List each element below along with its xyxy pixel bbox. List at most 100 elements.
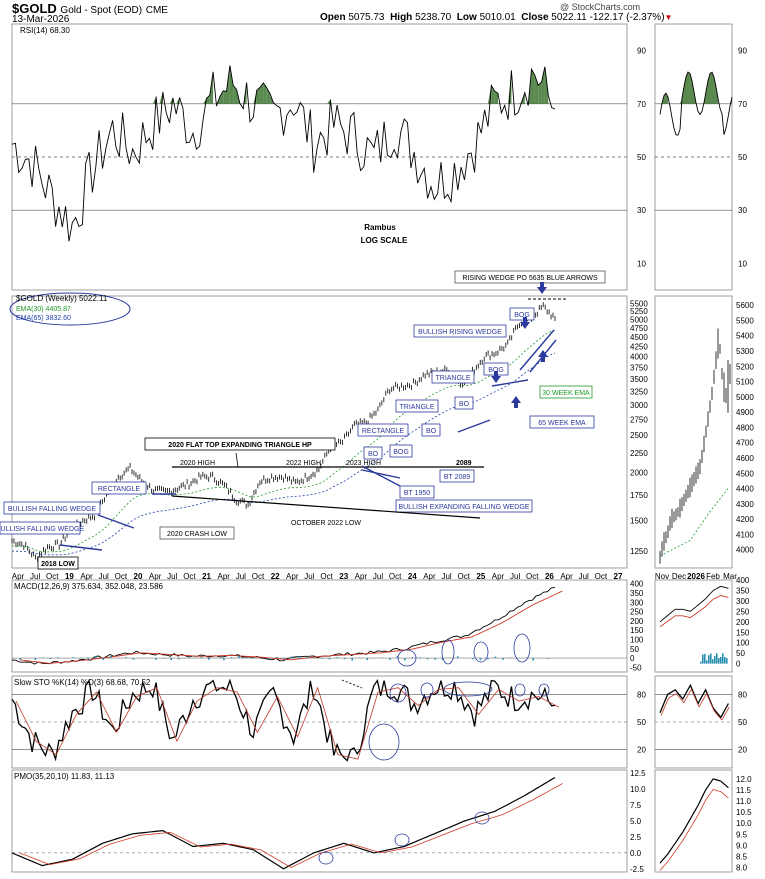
x-axis-label: 25	[476, 572, 485, 581]
x-axis-label: Jul	[30, 572, 40, 581]
annot-rising-wedge-po: RISING WEDGE PO 5635 BLUE ARROWS	[462, 275, 598, 282]
annot-october-2022-low: OCTOBER 2022 LOW	[291, 520, 361, 527]
x-axis-label: Jul	[236, 572, 246, 581]
sto-ellipse	[514, 683, 526, 697]
header-title: $GOLD Gold - Spot (EOD) CME	[12, 1, 168, 16]
annot-2018-low: 2018 LOW	[41, 561, 75, 568]
annot-bo-2-box	[421, 423, 441, 437]
pmo-title: PMO(35,20,10) 11.83, 11.13	[14, 772, 115, 781]
rsi-overbought-fill	[494, 91, 499, 104]
sto-title: Slow STO %K(14) %D(3) 68.68, 70.52	[14, 678, 151, 687]
x-axis-label: Apr	[217, 572, 230, 581]
annot-2023-high: 2023 HIGH	[346, 460, 381, 467]
macd-hist-bar	[57, 657, 59, 659]
annot-bullish-rising-wedge-box	[413, 324, 507, 338]
macd-cycle-ellipse	[473, 641, 489, 663]
annot-2020-flat-top-box	[144, 437, 336, 451]
price-daily-tick-label: 4300	[736, 500, 754, 509]
x-axis-label: 26	[545, 572, 554, 581]
macd-daily-hist-bar	[702, 654, 704, 664]
x-axis-label: Oct	[183, 572, 196, 581]
macd-hist-bar	[170, 658, 172, 661]
rsi-tick-label: 30	[637, 206, 646, 215]
blue-arrow-icon	[538, 350, 548, 357]
macd-daily-hist-bar	[718, 658, 720, 664]
high-value: 5238.70	[415, 12, 452, 23]
macd-hist-bar	[155, 658, 157, 660]
rsi-title: RSI(14) 68.30	[20, 26, 70, 35]
annot-bog-3-box	[389, 444, 413, 458]
pmo-tick-label: 2.5	[630, 833, 642, 842]
annot-65wk-ema-box	[529, 415, 595, 429]
macd-daily-hist-bar	[708, 655, 710, 664]
ohlc-readout: Open 5075.73 High 5238.70 Low 5010.01 Cl…	[320, 12, 672, 23]
x-axis-label: Jul	[579, 572, 589, 581]
price-tick-label: 4500	[630, 333, 648, 342]
x-axis-label: Jul	[441, 572, 451, 581]
pmo-tick-label: 10.0	[630, 785, 646, 794]
price-tick-label: 2250	[630, 449, 648, 458]
x-axis-label: Oct	[46, 572, 59, 581]
price-tick-label: 1500	[630, 517, 648, 526]
rsi-daily-fill	[714, 77, 716, 104]
sto-ellipse	[368, 723, 400, 761]
rsi-overbought-fill	[327, 99, 331, 104]
macd-daily-hist-bar	[726, 658, 728, 664]
pmo-ellipse	[474, 811, 490, 825]
x-axis-label: Oct	[320, 572, 333, 581]
price-daily-tick-label: 4200	[736, 515, 754, 524]
rsi-overbought-fill	[233, 85, 237, 104]
price-daily-tick-label: 4000	[736, 546, 754, 555]
low-label: Low	[456, 12, 477, 23]
macd-tick-label: 300	[630, 598, 644, 607]
annot-bog-3: BOG	[393, 449, 409, 456]
annot-bullish-falling-wedge-2-box	[0, 521, 81, 535]
macd-hist-bar	[487, 658, 489, 660]
sto-tick-label: 50	[637, 718, 646, 727]
price-tick-label: 4750	[630, 324, 648, 333]
macd-hist-bar	[343, 658, 346, 660]
pmo-daily-tick-label: 11.0	[736, 797, 752, 806]
annot-triangle-2: TRIANGLE	[399, 404, 434, 411]
annot-triangle-1: TRIANGLE	[435, 375, 470, 382]
flat-top-pointer	[235, 452, 239, 468]
x-axis-label: Apr	[80, 572, 93, 581]
symbol: $GOLD	[12, 1, 57, 16]
triangle-line-1	[491, 379, 529, 387]
price-daily-tick-label: 4400	[736, 485, 754, 494]
pmo-daily-tick-label: 9.0	[736, 841, 748, 850]
macd-tick-label: 50	[630, 645, 639, 654]
macd-daily-tick-label: 150	[736, 628, 750, 637]
price-tick-label: 3500	[630, 375, 648, 384]
close-label: Close	[521, 12, 549, 23]
pmo-daily-tick-label: 8.0	[736, 864, 748, 873]
panel-pmo-daily	[654, 769, 733, 873]
annot-2020-high: 2020 HIGH	[180, 460, 215, 467]
pmo-daily-tick-label: 11.5	[736, 786, 752, 795]
close-value: 5022.11	[551, 12, 587, 23]
blue-arrow-stem	[494, 371, 498, 376]
macd-daily-hist-bar	[712, 659, 714, 664]
x-axis-label: Apr	[355, 572, 368, 581]
annot-rising-wedge-po-box	[454, 270, 606, 284]
rsi-daily-tick-label: 70	[738, 100, 747, 109]
price-tick-label: 5500	[630, 299, 648, 308]
macd-hist-bar	[177, 658, 180, 660]
annot-rambus: Rambus	[364, 223, 396, 232]
x-axis-label: Jul	[99, 572, 109, 581]
wedge-line-2	[361, 469, 401, 479]
blue-arrow-stem	[541, 357, 545, 362]
annot-30wk-ema-box	[539, 385, 593, 399]
annot-2020-flat-top: 2020 FLAT TOP EXPANDING TRIANGLE HP	[168, 442, 312, 449]
panel-price	[11, 295, 628, 569]
annot-bog-2: BOG	[488, 367, 504, 374]
price-daily-tick-label: 4500	[736, 469, 754, 478]
sto-tick-label: 80	[637, 690, 646, 699]
macd-daily-tick-label: 50	[736, 649, 745, 658]
annot-bullish-falling-wedge-1: BULLISH FALLING WEDGE	[8, 506, 97, 513]
macd-hist-bar	[404, 658, 406, 661]
macd-hist-bar	[102, 658, 105, 660]
price-tick-label: 2500	[630, 431, 648, 440]
macd-hist-bar	[479, 658, 482, 661]
